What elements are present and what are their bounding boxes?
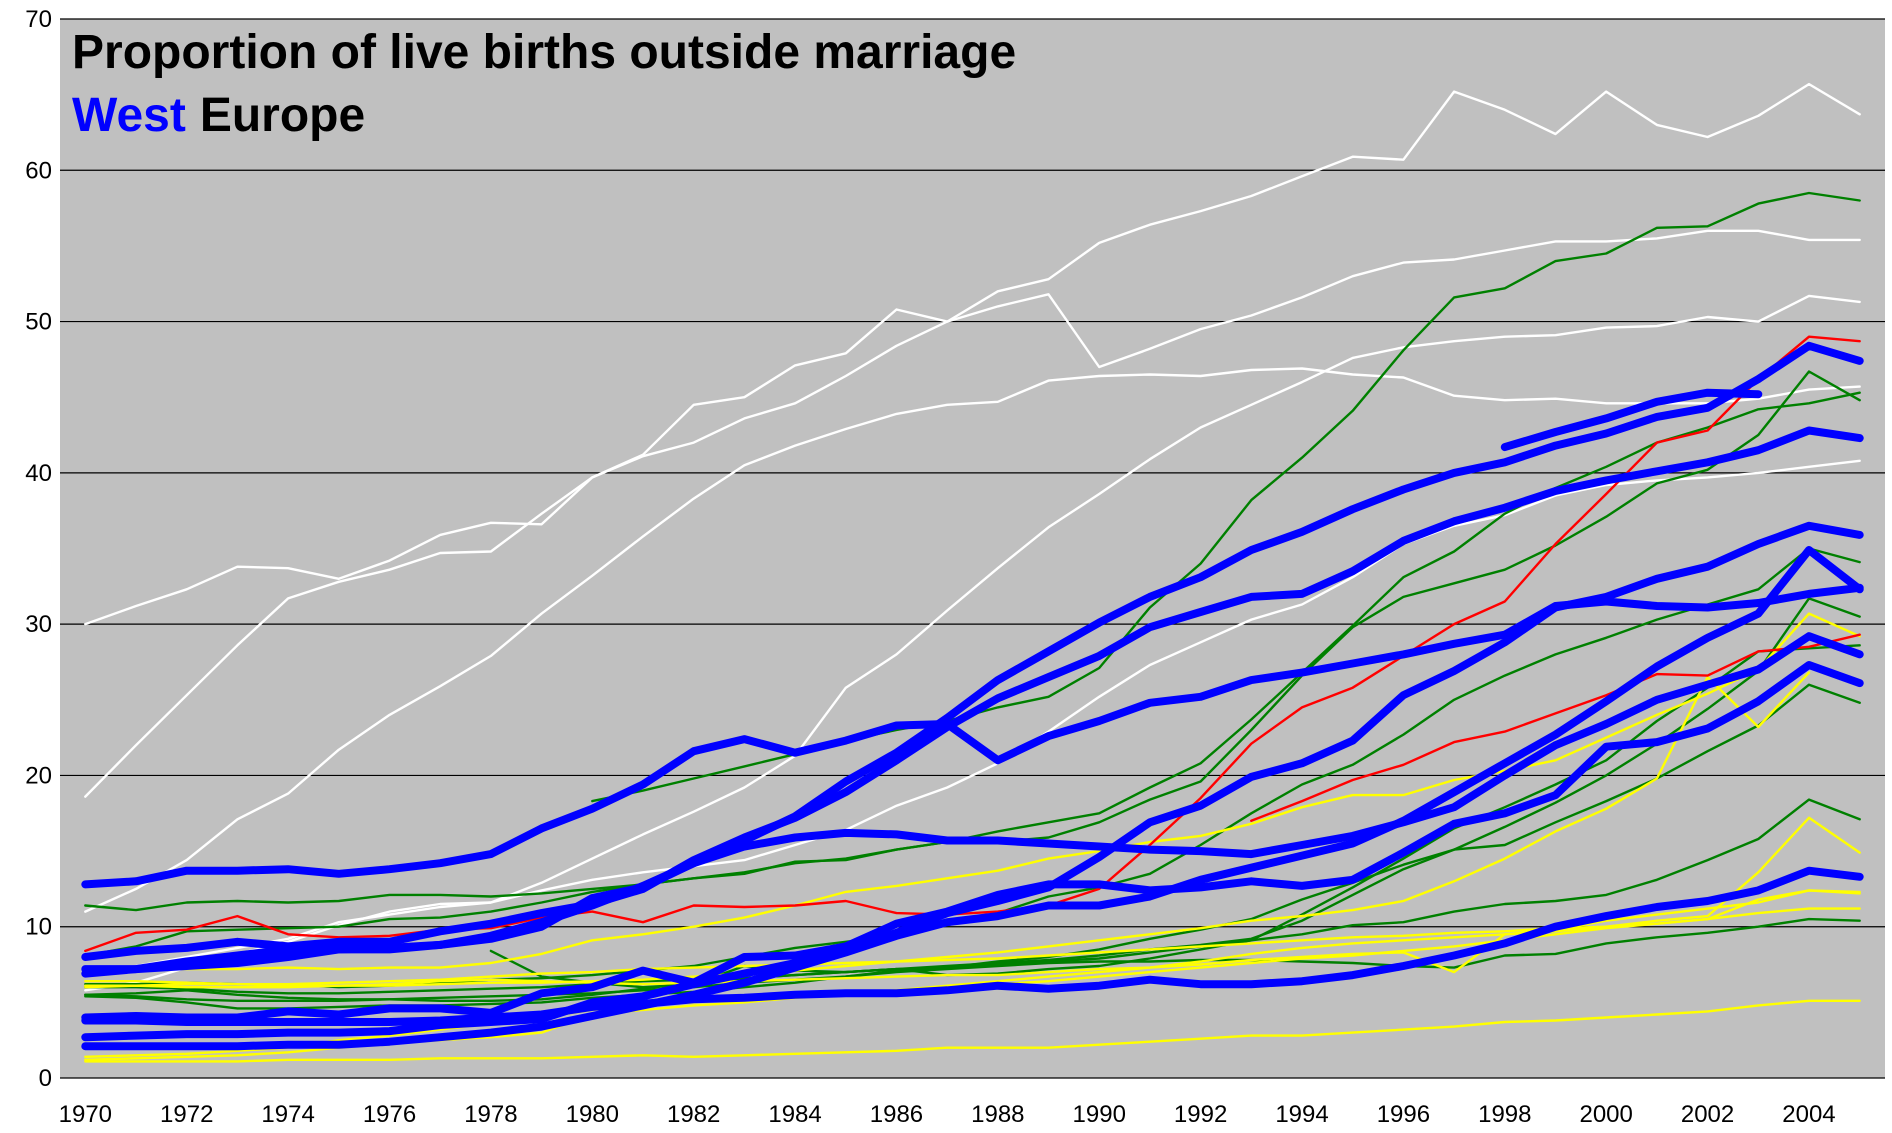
y-tick-label: 30 (25, 611, 52, 638)
series-line (84, 82, 1861, 626)
lines (81, 82, 1864, 1063)
x-tick-label: 1980 (566, 1101, 619, 1128)
series-line (84, 612, 1861, 971)
y-tick-label: 40 (25, 460, 52, 487)
x-tick-label: 2000 (1579, 1101, 1632, 1128)
x-tick-label: 1978 (464, 1101, 517, 1128)
y-tick-label: 70 (25, 6, 52, 33)
series-line (84, 999, 1861, 1063)
highlight-line (81, 866, 1864, 1026)
series-line (84, 335, 1861, 953)
x-tick-label: 1976 (363, 1101, 416, 1128)
x-tick-label: 1992 (1174, 1101, 1227, 1128)
y-tick-label: 0 (39, 1065, 52, 1092)
highlight-line (81, 426, 1864, 961)
series-line (84, 917, 1861, 1002)
y-tick-label: 10 (25, 914, 52, 941)
x-tick-label: 1982 (667, 1101, 720, 1128)
x-tick-label: 2004 (1782, 1101, 1835, 1128)
series-line (84, 229, 1861, 798)
highlight-line (81, 661, 1864, 1022)
highlight-line (81, 632, 1864, 974)
x-tick-label: 1970 (59, 1101, 112, 1128)
series-line (84, 367, 1861, 913)
x-tick-label: 1986 (870, 1101, 923, 1128)
y-tick-label: 20 (25, 762, 52, 789)
series-line (84, 459, 1861, 992)
subtitle-part: West (72, 89, 186, 142)
x-tick-label: 1984 (768, 1101, 821, 1128)
highlight-line (1500, 388, 1763, 452)
subtitle-part: Europe (200, 89, 365, 142)
labels: 0 10 20 30 40 50 60 70 1970 1972 1974 1976 1978 1980 1… (25, 6, 1835, 1128)
x-tick-label: 1990 (1073, 1101, 1126, 1128)
x-tick-label: 2002 (1681, 1101, 1734, 1128)
series-line (1250, 633, 1861, 822)
series-line (84, 294, 1861, 975)
x-tick-label: 1994 (1275, 1101, 1328, 1128)
x-tick-label: 1998 (1478, 1101, 1531, 1128)
y-tick-label: 60 (25, 157, 52, 184)
x-tick-label: 1996 (1377, 1101, 1430, 1128)
x-tick-label: 1972 (160, 1101, 213, 1128)
x-tick-label: 1988 (971, 1101, 1024, 1128)
x-tick-label: 1974 (261, 1101, 314, 1128)
highlight-line (81, 546, 1864, 1051)
y-tick-label: 50 (25, 309, 52, 336)
series-line (84, 798, 1861, 995)
chart-subtitle: West Europe (72, 89, 365, 142)
chart-title: Proportion of live births outside marria… (72, 26, 1016, 79)
